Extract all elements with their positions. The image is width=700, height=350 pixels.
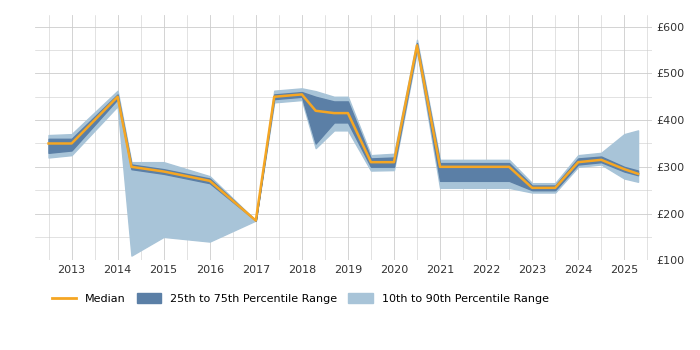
Legend: Median, 25th to 75th Percentile Range, 10th to 90th Percentile Range: Median, 25th to 75th Percentile Range, 1…: [47, 289, 553, 309]
